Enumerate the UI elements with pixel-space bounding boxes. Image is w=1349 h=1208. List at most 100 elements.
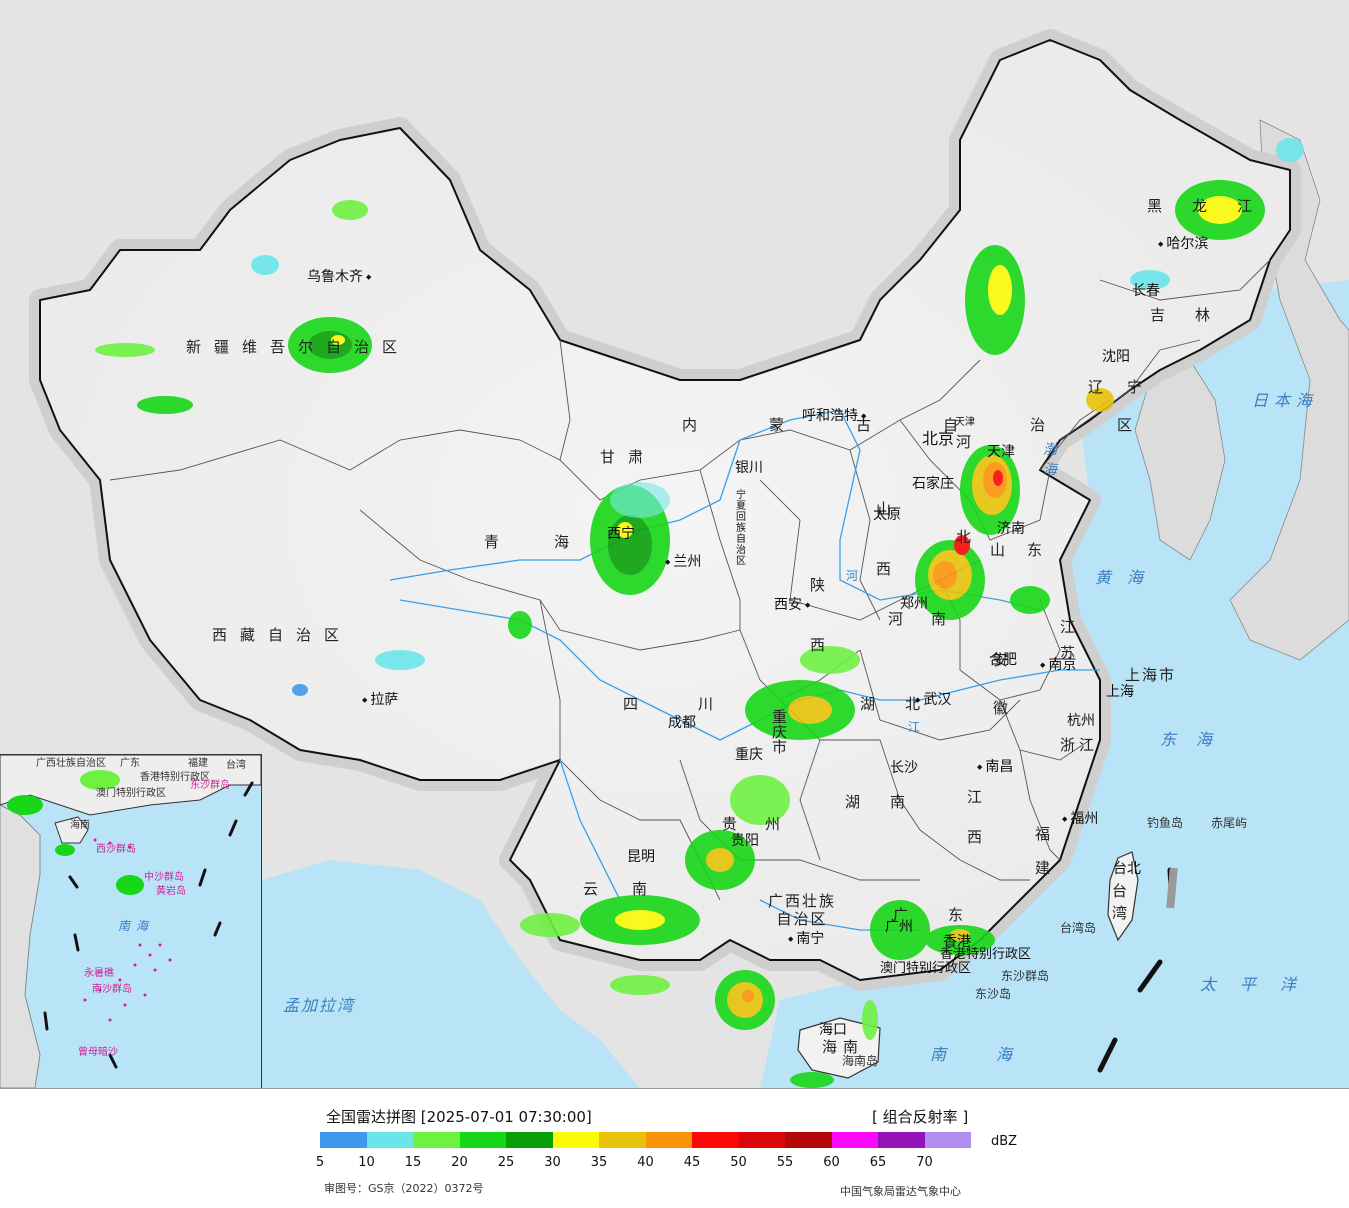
city-taibei: 台北 — [1113, 861, 1141, 877]
island-dongsha-dao: 东沙岛 — [975, 987, 1012, 1001]
label-hebei: 河北 — [956, 433, 972, 546]
label-henan: 河南 — [888, 610, 975, 628]
korea-land — [1134, 359, 1226, 561]
inset-label-guangdong: 广东 — [120, 758, 140, 769]
color-swatch — [506, 1132, 553, 1148]
river-huanghe: 河 — [846, 569, 859, 583]
island-hainan: 海南岛 — [842, 1054, 879, 1068]
label-zhejiang: 浙江 — [1060, 736, 1099, 754]
island-taiwan: 台湾岛 — [1060, 921, 1097, 935]
label-shanghai-province: 上海市 — [1125, 666, 1177, 684]
city-zhengzhou: 郑州 — [900, 596, 928, 612]
color-swatch — [599, 1132, 646, 1148]
color-swatch — [552, 1132, 599, 1148]
city-wuhan: 武汉 — [915, 693, 951, 707]
city-xining: 西宁 — [607, 526, 635, 542]
label-xizang: 西藏自治区 — [212, 626, 353, 644]
map-approval-number: 审图号：GS京（2022）0372号 — [324, 1182, 484, 1195]
taiwan-land — [1107, 851, 1139, 942]
south-china-sea-inset: 广西壮族自治区 广东 福建 台湾 香港特别行政区 澳门特别行政区 海南 东沙群岛… — [0, 754, 262, 1088]
tick-label: 5 — [315, 1155, 325, 1170]
color-swatch — [738, 1132, 785, 1148]
tick-label: 65 — [869, 1155, 887, 1170]
city-nanjing: 南京 — [1040, 658, 1076, 672]
sea-donghai: 东海 — [1160, 730, 1233, 749]
label-guizhou: 贵州 — [722, 815, 809, 833]
label-qinghai: 青海 — [484, 533, 625, 551]
label-sichuan: 四川 — [623, 695, 774, 713]
city-nanning: 南宁 — [788, 932, 824, 946]
city-fuzhou: 福州 — [1062, 812, 1098, 826]
city-shenyang: 沈阳 — [1102, 349, 1130, 365]
japan-land — [1229, 119, 1349, 661]
label-guangdong: 广东 — [893, 906, 1004, 924]
label-ningxia: 宁夏回族自治区 — [736, 490, 746, 567]
city-urumqi: 乌鲁木齐 — [307, 270, 371, 284]
color-swatch — [878, 1132, 925, 1148]
label-macau: 澳门特别行政区 — [880, 961, 972, 976]
label-gansu: 甘肃 — [600, 448, 657, 466]
city-beijing: 北京 — [922, 429, 955, 448]
island-chiwei: 赤尾屿 — [1211, 816, 1248, 830]
inset-label-xisha: 西沙群岛 — [96, 844, 136, 855]
sea-bengal: 孟加拉湾 — [283, 996, 356, 1015]
tick-label: 45 — [683, 1155, 701, 1170]
tick-label: 20 — [451, 1155, 468, 1170]
label-heilongjiang: 黑龙江 — [1147, 197, 1283, 215]
label-chongqing: 重庆市 — [772, 708, 788, 756]
tick-label: 60 — [823, 1155, 840, 1170]
inset-label-macau: 澳门特别行政区 — [96, 788, 166, 799]
sea-huanghai: 黄海 — [1095, 568, 1160, 587]
label-hubei: 湖北 — [860, 695, 951, 713]
inset-label-hainan: 海南 — [70, 820, 90, 831]
city-kunming: 昆明 — [627, 849, 655, 865]
color-swatch — [831, 1132, 878, 1148]
label-tianjin-province: 天津 — [987, 444, 1015, 460]
city-nanchang: 南昌 — [977, 760, 1013, 774]
label-yunnan: 云南 — [583, 880, 682, 898]
city-yinchuan: 银川 — [735, 460, 763, 476]
color-swatch — [459, 1132, 506, 1148]
city-hohhot: 呼和浩特 — [802, 409, 866, 423]
legend-title: 全国雷达拼图 [2025-07-01 07:30:00] — [326, 1108, 592, 1126]
tick-label: 30 — [544, 1155, 561, 1170]
inset-label-zhongsha: 中沙群岛 — [144, 872, 184, 883]
tick-label: 35 — [590, 1155, 608, 1170]
legend-unit: dBZ — [991, 1134, 1018, 1149]
color-swatch — [320, 1132, 367, 1148]
label-hunan: 湖南 — [845, 793, 936, 811]
label-shandong: 山东 — [990, 541, 1065, 559]
legend-product: [ 组合反射率 ] — [872, 1108, 969, 1126]
color-swatch — [692, 1132, 739, 1148]
island-diaoyu: 钓鱼岛 — [1147, 816, 1184, 830]
city-harbin: 哈尔滨 — [1158, 237, 1208, 251]
label-shanxi: 山西 — [876, 500, 892, 578]
city-guiyang: 贵阳 — [731, 833, 759, 849]
city-hongkong: 香港 — [943, 934, 971, 950]
tick-label: 25 — [497, 1155, 515, 1170]
label-taiwan: 台湾 — [1112, 882, 1128, 922]
label-jilin: 吉林 — [1150, 306, 1241, 324]
tick-label: 40 — [637, 1155, 654, 1170]
inset-label-zengmu: 曾母暗沙 — [78, 1047, 118, 1058]
color-swatch — [924, 1132, 971, 1148]
inset-label-yongshu: 永暑礁 — [84, 968, 114, 979]
city-changsha: 长沙 — [890, 760, 918, 776]
inset-label-nansha: 南沙群岛 — [92, 984, 132, 995]
city-shanghai: 上海 — [1106, 684, 1134, 700]
color-swatch — [645, 1132, 692, 1148]
tick-label: 15 — [404, 1155, 422, 1170]
legend-panel: 全国雷达拼图 [2025-07-01 07:30:00] [ 组合反射率 ] d… — [0, 1089, 1349, 1208]
label-neimenggu: 内蒙古自治区 — [682, 416, 1205, 434]
island-dongsha-qundao: 东沙群岛 — [1001, 969, 1050, 983]
inset-label-guangxi: 广西壮族自治区 — [36, 758, 106, 769]
city-hefei: 合肥 — [989, 652, 1017, 668]
color-swatch — [785, 1132, 832, 1148]
river-changjiang: 江 — [908, 720, 921, 734]
city-chengdu: 成都 — [668, 715, 696, 731]
tick-label: 50 — [730, 1155, 747, 1170]
label-liaoning: 辽宁 — [1088, 378, 1167, 396]
city-tianjin-small: 天津 — [955, 417, 975, 428]
sea-nanhai: 南海 — [930, 1045, 1063, 1064]
bay-of-bengal-water — [262, 860, 640, 1088]
